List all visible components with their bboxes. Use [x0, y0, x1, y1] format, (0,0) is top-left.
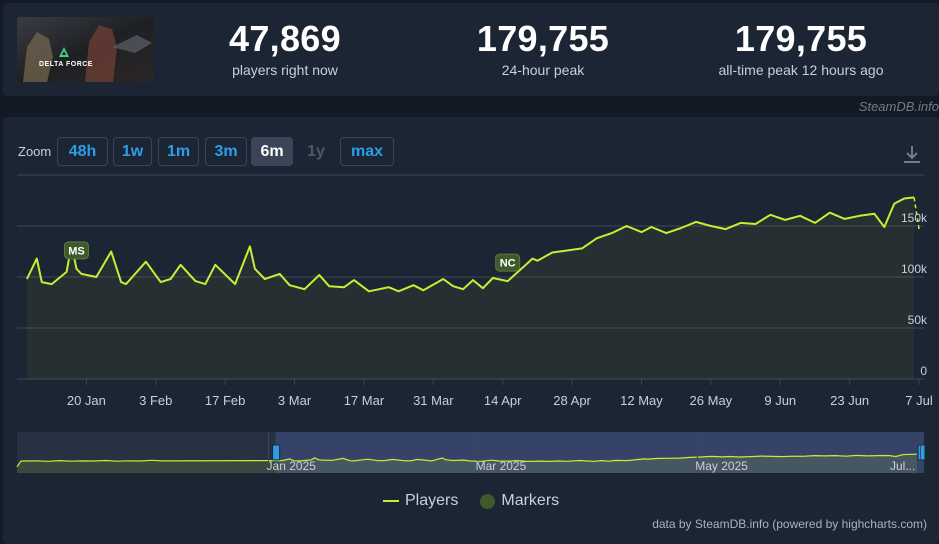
x-tick-label: 7 Jul	[905, 393, 933, 408]
x-tick-label: 23 Jun	[830, 393, 869, 408]
footer-credit: data by SteamDB.info (powered by highcha…	[652, 517, 927, 531]
y-tick-label: 100k	[901, 262, 928, 276]
zoom-1m-button[interactable]: 1m	[158, 137, 199, 166]
peak24-value: 179,755	[476, 18, 610, 59]
game-logo-text: DELTA FORCE	[39, 61, 93, 68]
alltime-peak-label: all-time peak 12 hours ago	[718, 62, 884, 78]
game-thumbnail[interactable]: DELTA FORCE	[17, 17, 154, 82]
navigator-label: May 2025	[695, 459, 748, 473]
peak24-label: 24-hour peak	[501, 62, 585, 78]
stat-24h-peak: 179,755 24-hour peak	[423, 19, 663, 79]
stat-alltime-peak: 179,755 all-time peak 12 hours ago	[681, 19, 921, 79]
x-tick-label: 20 Jan	[67, 393, 106, 408]
chart-marker-label: NC	[500, 258, 516, 270]
y-tick-label: 150k	[901, 211, 928, 225]
x-tick-label: 9 Jun	[764, 393, 796, 408]
legend-markers-dot-icon	[480, 493, 496, 509]
players-line	[26, 196, 915, 293]
stats-panel: DELTA FORCE 47,869 players right now 179…	[3, 3, 939, 96]
chart-legend: Players Markers	[383, 492, 581, 510]
current-players-value: 47,869	[229, 18, 341, 59]
y-tick-label: 0	[920, 364, 927, 378]
chart-panel: Zoom 48h 1w 1m 3m 6m 1y max 0 50k 100k 150k…	[3, 117, 939, 544]
navigator: Jan 2025 Mar 2025 May 2025 Jul...	[16, 432, 926, 473]
navigator-line	[16, 453, 917, 468]
chart-marker-nc[interactable]: NC	[495, 253, 521, 272]
x-tick-label: 3 Feb	[139, 393, 172, 408]
stat-current-players: 47,869 players right now	[165, 19, 405, 79]
x-tick-label: 17 Feb	[205, 393, 245, 408]
grid-lines	[17, 174, 924, 380]
legend-players-line-icon	[383, 500, 399, 502]
y-tick-label: 50k	[908, 313, 928, 327]
steamdb-credit: SteamDB.info	[858, 99, 939, 114]
navigator-background	[17, 432, 924, 473]
navigator-area	[17, 454, 917, 473]
game-thumbnail-art	[17, 17, 154, 82]
chart-marker-label: MS	[68, 245, 85, 257]
x-tick-label: 3 Mar	[278, 393, 312, 408]
zoom-1w-button[interactable]: 1w	[113, 137, 152, 166]
x-tick-label: 12 May	[620, 393, 663, 408]
x-tick-label: 26 May	[690, 393, 733, 408]
navigator-handle[interactable]	[272, 444, 281, 461]
zoom-1y-button: 1y	[297, 137, 335, 166]
x-tick-label: 31 Mar	[413, 393, 454, 408]
current-players-label: players right now	[232, 62, 338, 78]
x-tick-label: 14 Apr	[484, 393, 522, 408]
legend-players-label: Players	[405, 492, 459, 509]
navigator-label: Jul...	[890, 459, 915, 473]
player-chart[interactable]: 0 50k 100k 150k 20 Jan 3 Feb 17 Feb 3 Mar 17 Ma…	[3, 117, 939, 544]
players-line-last-segment	[913, 197, 920, 230]
zoom-48h-button[interactable]: 48h	[57, 137, 108, 166]
x-tick-label: 28 Apr	[553, 393, 591, 408]
chart-marker-ms[interactable]: MS	[63, 241, 89, 260]
navigator-label: Jan 2025	[267, 459, 317, 473]
legend-players[interactable]: Players	[383, 492, 458, 510]
zoom-label: Zoom	[18, 144, 52, 159]
navigator-label: Mar 2025	[476, 459, 527, 473]
players-area	[26, 197, 915, 379]
legend-markers-label: Markers	[501, 492, 560, 509]
alltime-peak-value: 179,755	[734, 18, 868, 59]
zoom-max-button[interactable]: max	[340, 137, 394, 166]
zoom-3m-button[interactable]: 3m	[205, 137, 247, 166]
x-axis-ticks: 20 Jan 3 Feb 17 Feb 3 Mar 17 Mar 31 Mar 14 Apr…	[67, 379, 933, 408]
x-tick-label: 17 Mar	[344, 393, 385, 408]
navigator-selection	[275, 432, 924, 473]
navigator-handle[interactable]	[917, 444, 926, 461]
download-icon[interactable]	[901, 143, 923, 165]
zoom-6m-button[interactable]: 6m	[251, 137, 293, 166]
y-axis-ticks: 0 50k 100k 150k	[901, 211, 928, 378]
legend-markers[interactable]: Markers	[480, 492, 559, 510]
chart-markers: MS NC	[63, 241, 521, 272]
